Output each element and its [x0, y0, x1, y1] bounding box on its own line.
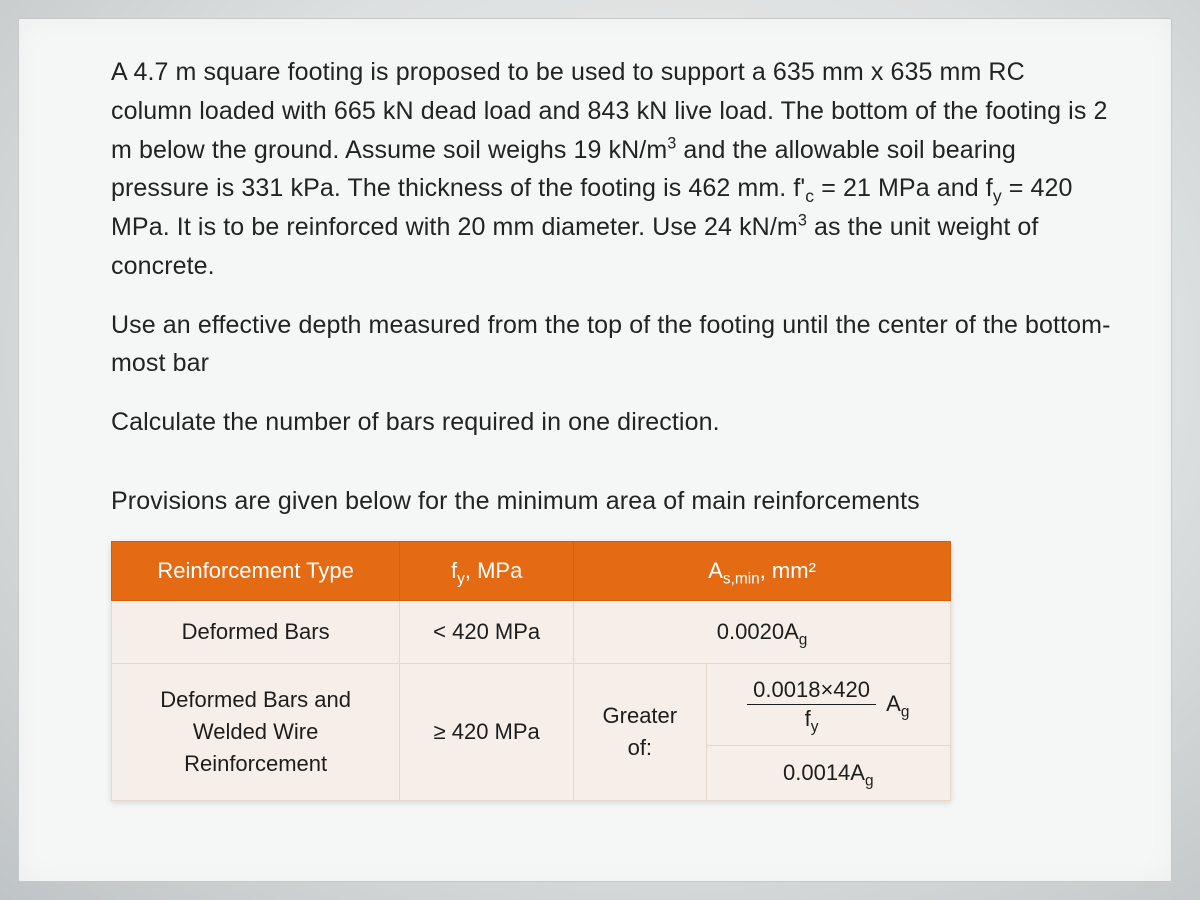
col-reinforcement-type: Reinforcement Type — [112, 541, 400, 600]
cell-asmin-2b: 0.0014Ag — [706, 745, 950, 800]
table-row: Deformed Bars andWelded WireReinforcemen… — [112, 663, 951, 745]
paragraph-1: A 4.7 m square footing is proposed to be… — [111, 53, 1111, 286]
col-fy: fy, MPa — [400, 541, 574, 600]
cell-fy-1: < 420 MPa — [400, 600, 574, 663]
screen-photo: A 4.7 m square footing is proposed to be… — [0, 0, 1200, 900]
paragraph-4: Provisions are given below for the minim… — [111, 482, 1111, 521]
cell-asmin-2a: 0.0018×420 fy Ag — [706, 663, 950, 745]
cell-fy-2: ≥ 420 MPa — [400, 663, 574, 800]
col-asmin: As,min, mm² — [574, 541, 951, 600]
provisions-table-wrap: Reinforcement Type fy, MPa As,min, mm² D… — [111, 541, 951, 801]
cell-type-1: Deformed Bars — [112, 600, 400, 663]
paragraph-3: Calculate the number of bars required in… — [111, 403, 1111, 442]
table-row: Deformed Bars < 420 MPa 0.0020Ag — [112, 600, 951, 663]
provisions-table: Reinforcement Type fy, MPa As,min, mm² D… — [111, 541, 951, 801]
content-panel: A 4.7 m square footing is proposed to be… — [18, 18, 1172, 882]
paragraph-2: Use an effective depth measured from the… — [111, 306, 1111, 384]
cell-greater-of: Greaterof: — [574, 663, 706, 800]
fraction: 0.0018×420 fy — [747, 678, 876, 731]
cell-type-2: Deformed Bars andWelded WireReinforcemen… — [112, 663, 400, 800]
problem-statement: A 4.7 m square footing is proposed to be… — [111, 53, 1111, 521]
table-header-row: Reinforcement Type fy, MPa As,min, mm² — [112, 541, 951, 600]
cell-asmin-1: 0.0020Ag — [574, 600, 951, 663]
